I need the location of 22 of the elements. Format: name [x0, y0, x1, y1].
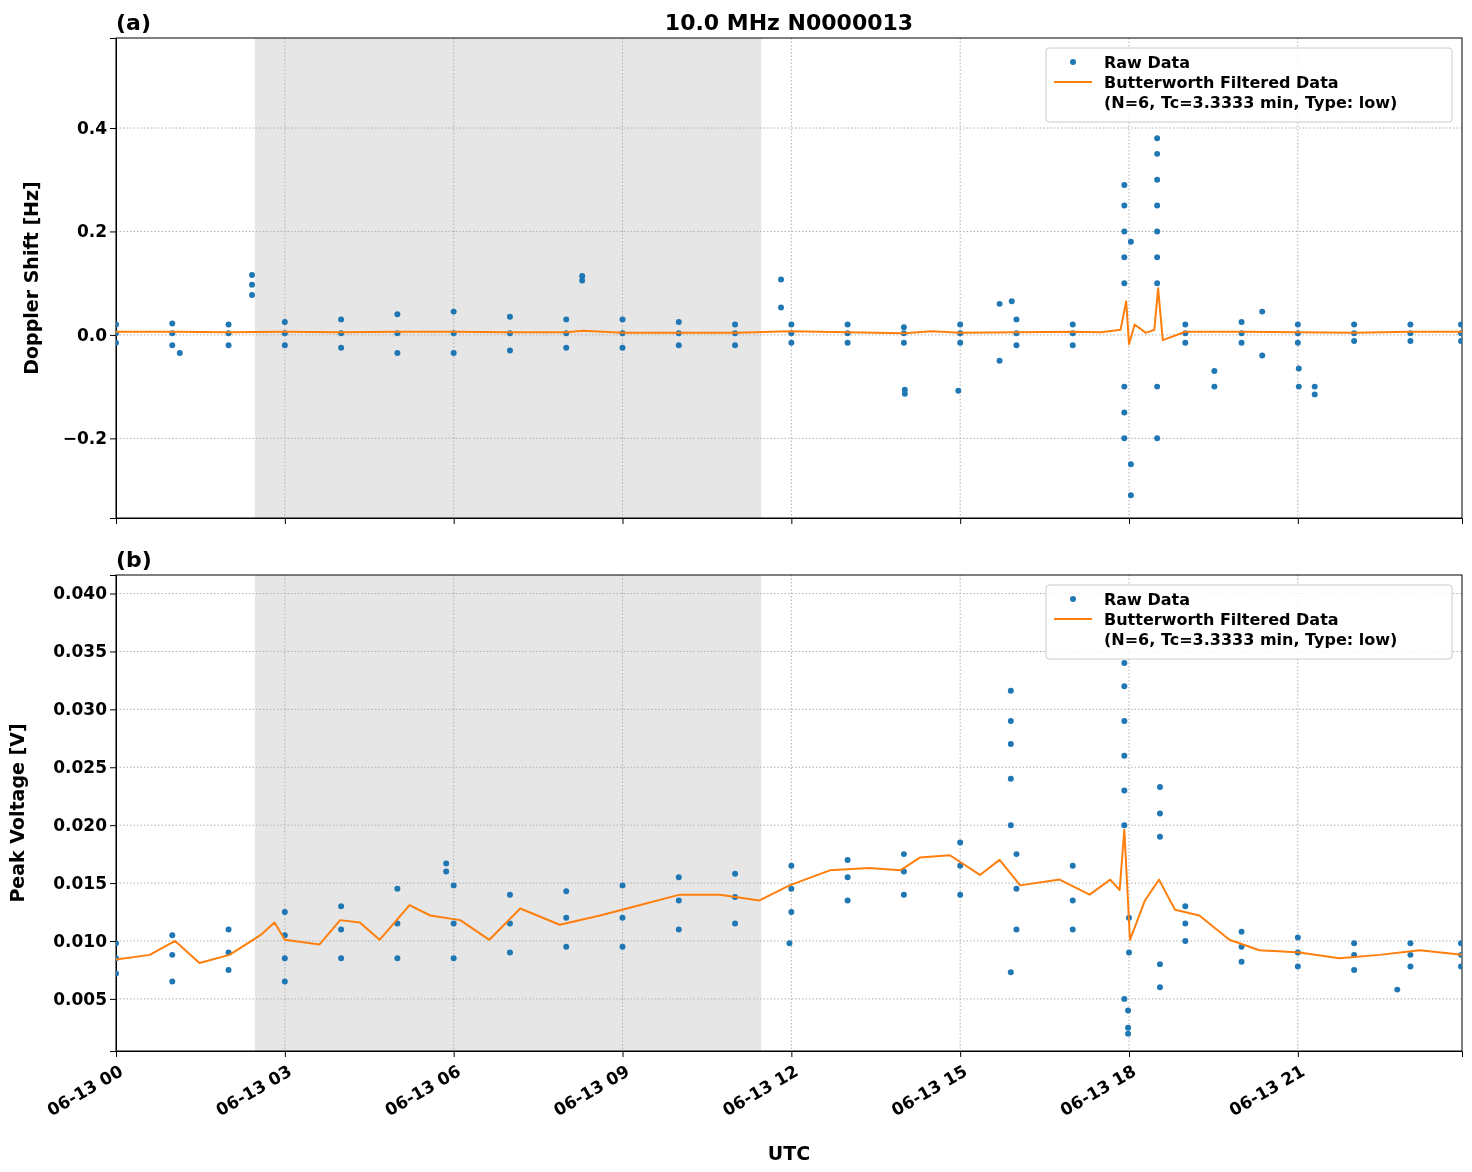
y-tick-label: 0.030 [53, 699, 108, 720]
legend-label: Butterworth Filtered Data (N=6, Tc=3.3333 min, Type: low) [1104, 73, 1398, 112]
chart-title: 10.0 MHz N0000013 [664, 10, 914, 35]
y-tick-label: 0.0 [76, 324, 108, 345]
y-tick-label: 0.040 [53, 583, 108, 604]
legend-label: Raw Data [1104, 53, 1190, 72]
text: (b) [116, 547, 152, 572]
y-tick-label: 0.015 [53, 873, 107, 894]
y-axis-title: Doppler Shift [Hz] [20, 181, 42, 375]
text: (a) [116, 10, 151, 35]
y-tick-label: 0.2 [76, 221, 107, 242]
y-tick-label: 0.035 [53, 641, 107, 662]
y-tick-label: 0.4 [76, 117, 108, 138]
y-tick-label: −0.2 [62, 428, 107, 449]
y-tick-label: 0.025 [53, 757, 107, 778]
legend-label: Raw Data [1104, 590, 1190, 609]
legend-label: Butterworth Filtered Data (N=6, Tc=3.3333 min, Type: low) [1104, 610, 1398, 649]
y-tick-label: 0.020 [53, 815, 108, 836]
y-axis-title: Peak Voltage [V] [6, 723, 28, 903]
y-tick-label: 0.005 [53, 988, 107, 1009]
y-tick-label: 0.010 [53, 930, 108, 951]
x-axis-title: UTC [767, 1142, 811, 1164]
